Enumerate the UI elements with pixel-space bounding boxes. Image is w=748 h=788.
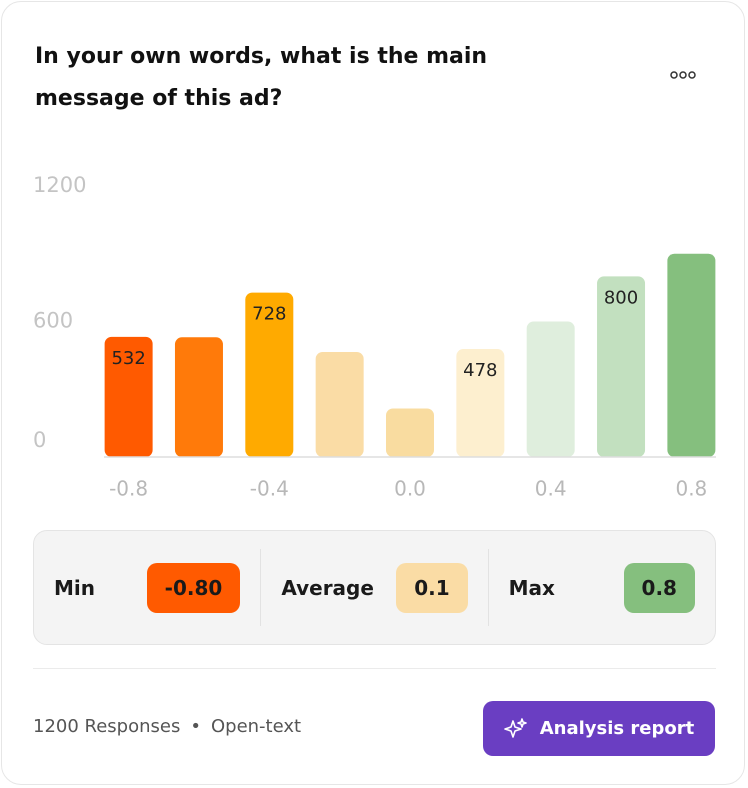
value-label: 532 bbox=[111, 348, 145, 369]
x-tick-label: 0.4 bbox=[535, 477, 567, 501]
y-tick-label: 1200 bbox=[33, 173, 86, 197]
bar bbox=[526, 321, 575, 457]
value-label: 478 bbox=[463, 360, 497, 381]
stat-badge: -0.80 bbox=[146, 562, 241, 613]
bar bbox=[245, 292, 294, 457]
stats-panel: Min -0.80 Average 0.1 Max 0.8 bbox=[33, 530, 716, 645]
stat: Min -0.80 bbox=[34, 549, 262, 626]
bar bbox=[456, 349, 505, 457]
stat-label: Min bbox=[54, 575, 95, 600]
stat-label: Average bbox=[281, 575, 374, 600]
chart: 0 600 1200 -0.8 -0.4 0.0 0.4 0.8 532 728 478 800 bbox=[33, 173, 716, 501]
more-menu[interactable] bbox=[670, 70, 696, 80]
x-tick-label: 0.0 bbox=[394, 477, 426, 501]
bar bbox=[386, 408, 434, 457]
divider bbox=[33, 668, 716, 669]
y-tick-label: 0 bbox=[33, 428, 46, 452]
bar bbox=[597, 276, 646, 457]
stat-badge: 0.8 bbox=[623, 562, 695, 613]
x-tick-label: 0.8 bbox=[675, 477, 707, 501]
stat: Average 0.1 bbox=[261, 549, 489, 626]
stat-badge: 0.1 bbox=[396, 562, 468, 613]
button-label: Analysis report bbox=[539, 718, 695, 739]
bar bbox=[174, 337, 223, 457]
x-tick-label: -0.4 bbox=[250, 477, 289, 501]
y-tick-label: 600 bbox=[33, 309, 73, 333]
value-label: 800 bbox=[604, 287, 638, 308]
responses: 1200 Responses bbox=[33, 716, 181, 737]
bar bbox=[667, 253, 716, 457]
footer-info: 1200 ResponsesOpen-text bbox=[33, 716, 301, 737]
question-title: In your own words, what is the main mess… bbox=[35, 44, 488, 111]
bar bbox=[104, 336, 153, 457]
kind: Open-text bbox=[180, 716, 301, 737]
analysis-button[interactable]: Analysis report bbox=[483, 701, 715, 756]
x-tick-label: -0.8 bbox=[109, 477, 148, 501]
stat: Max 0.8 bbox=[489, 549, 715, 626]
stat-label: Max bbox=[508, 575, 555, 600]
sparkle-icon bbox=[503, 717, 527, 738]
value-label: 728 bbox=[252, 304, 286, 325]
bar bbox=[315, 351, 364, 457]
